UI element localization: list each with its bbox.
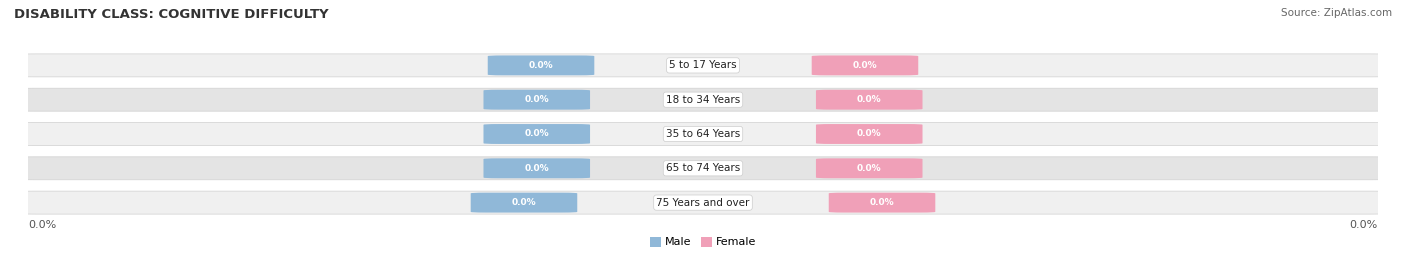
Text: 0.0%: 0.0%	[524, 129, 550, 139]
Text: 0.0%: 0.0%	[524, 95, 550, 104]
FancyBboxPatch shape	[815, 90, 922, 110]
FancyBboxPatch shape	[17, 191, 1389, 214]
FancyBboxPatch shape	[17, 54, 1389, 77]
FancyBboxPatch shape	[484, 90, 591, 110]
Text: 0.0%: 0.0%	[28, 220, 56, 230]
FancyBboxPatch shape	[815, 158, 922, 178]
FancyBboxPatch shape	[17, 122, 1389, 146]
Text: 75 Years and over: 75 Years and over	[657, 198, 749, 208]
FancyBboxPatch shape	[484, 158, 591, 178]
Text: 0.0%: 0.0%	[856, 164, 882, 173]
FancyBboxPatch shape	[828, 193, 935, 213]
Text: 0.0%: 0.0%	[852, 61, 877, 70]
Text: 0.0%: 0.0%	[856, 95, 882, 104]
Text: DISABILITY CLASS: COGNITIVE DIFFICULTY: DISABILITY CLASS: COGNITIVE DIFFICULTY	[14, 8, 329, 21]
Text: 18 to 34 Years: 18 to 34 Years	[666, 95, 740, 105]
Text: 0.0%: 0.0%	[870, 198, 894, 207]
Text: 0.0%: 0.0%	[512, 198, 536, 207]
FancyBboxPatch shape	[488, 55, 595, 75]
Text: Source: ZipAtlas.com: Source: ZipAtlas.com	[1281, 8, 1392, 18]
Text: 35 to 64 Years: 35 to 64 Years	[666, 129, 740, 139]
Text: 0.0%: 0.0%	[529, 61, 554, 70]
Text: 0.0%: 0.0%	[1350, 220, 1378, 230]
Legend: Male, Female: Male, Female	[645, 232, 761, 252]
Text: 5 to 17 Years: 5 to 17 Years	[669, 60, 737, 70]
FancyBboxPatch shape	[471, 193, 578, 213]
Text: 65 to 74 Years: 65 to 74 Years	[666, 163, 740, 173]
FancyBboxPatch shape	[484, 124, 591, 144]
FancyBboxPatch shape	[17, 157, 1389, 180]
Text: 0.0%: 0.0%	[856, 129, 882, 139]
FancyBboxPatch shape	[17, 88, 1389, 111]
FancyBboxPatch shape	[815, 124, 922, 144]
Text: 0.0%: 0.0%	[524, 164, 550, 173]
FancyBboxPatch shape	[811, 55, 918, 75]
